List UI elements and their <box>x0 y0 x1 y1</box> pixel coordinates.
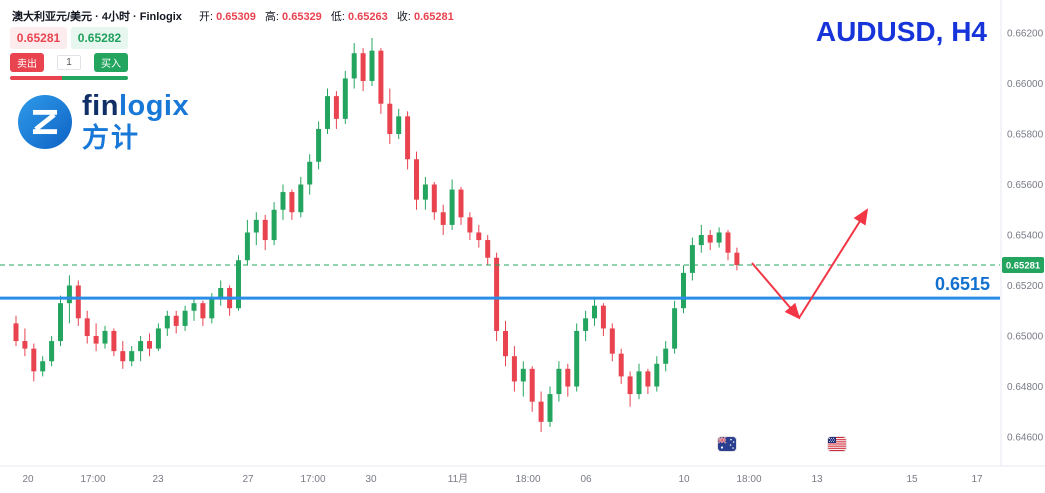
svg-text:18:00: 18:00 <box>515 474 540 485</box>
svg-text:0.65400: 0.65400 <box>1007 231 1044 242</box>
svg-text:11月: 11月 <box>448 473 468 485</box>
spread-value: 1 <box>57 55 81 70</box>
chart-header: 澳大利亚元/美元 · 4小时 · Finlogix 开: 0.65309 高: … <box>12 8 454 24</box>
symbol-title: 澳大利亚元/美元 · 4小时 · Finlogix <box>12 11 182 23</box>
logo-text-chinese: 方计 <box>82 123 140 153</box>
svg-text:0.65000: 0.65000 <box>1007 332 1044 343</box>
svg-text:0.66200: 0.66200 <box>1007 29 1044 40</box>
svg-text:30: 30 <box>365 474 377 485</box>
australia-flag-icon[interactable] <box>718 437 736 451</box>
sell-price-box[interactable]: 0.65281 <box>10 27 67 49</box>
us-flag-icon[interactable] <box>828 437 846 451</box>
svg-text:0.65200: 0.65200 <box>1007 281 1044 292</box>
svg-text:0.65600: 0.65600 <box>1007 180 1044 191</box>
svg-text:13: 13 <box>811 474 823 485</box>
svg-text:15: 15 <box>906 474 918 485</box>
pair-annotation[interactable]: AUDUSD, H4 <box>815 16 987 47</box>
close-label: 收: <box>396 11 411 23</box>
high-value: 0.65329 <box>282 11 322 23</box>
svg-text:23: 23 <box>152 474 164 485</box>
svg-text:10: 10 <box>678 474 690 485</box>
buy-button[interactable]: 买入 <box>94 53 128 72</box>
svg-text:17: 17 <box>971 474 983 485</box>
sell-button[interactable]: 卖出 <box>10 53 44 72</box>
svg-text:0.65800: 0.65800 <box>1007 130 1044 141</box>
open-label: 开: <box>198 11 214 23</box>
sell-ratio-bar <box>10 76 62 80</box>
close-value: 0.65281 <box>413 11 454 23</box>
svg-text:20: 20 <box>22 474 34 485</box>
svg-text:17:00: 17:00 <box>80 474 105 485</box>
buy-price-box[interactable]: 0.65282 <box>71 27 128 49</box>
buy-ratio-bar <box>61 76 128 80</box>
svg-text:0.65281: 0.65281 <box>1006 261 1041 272</box>
finlogix-logo-icon <box>18 95 72 149</box>
svg-text:0.64600: 0.64600 <box>1007 433 1044 444</box>
support-level-annotation[interactable]: 0.6515 <box>934 274 990 294</box>
logo-text-logix: logix <box>118 90 190 122</box>
logo-text-fin: fin <box>82 90 119 122</box>
low-value: 0.65263 <box>347 11 388 23</box>
svg-text:0.66000: 0.66000 <box>1007 79 1044 90</box>
svg-text:06: 06 <box>580 474 592 485</box>
svg-text:17:00: 17:00 <box>300 474 325 485</box>
svg-text:27: 27 <box>242 474 254 485</box>
high-label: 高: <box>264 11 279 23</box>
finlogix-logo: finlogix 方计 <box>18 92 189 152</box>
low-label: 低: <box>330 11 345 23</box>
trade-widget: 0.65281 0.65282 卖出 1 买入 <box>10 27 128 80</box>
svg-text:0.64800: 0.64800 <box>1007 382 1044 393</box>
open-value: 0.65309 <box>216 11 256 23</box>
sentiment-bar <box>10 76 128 80</box>
svg-text:18:00: 18:00 <box>736 474 761 485</box>
